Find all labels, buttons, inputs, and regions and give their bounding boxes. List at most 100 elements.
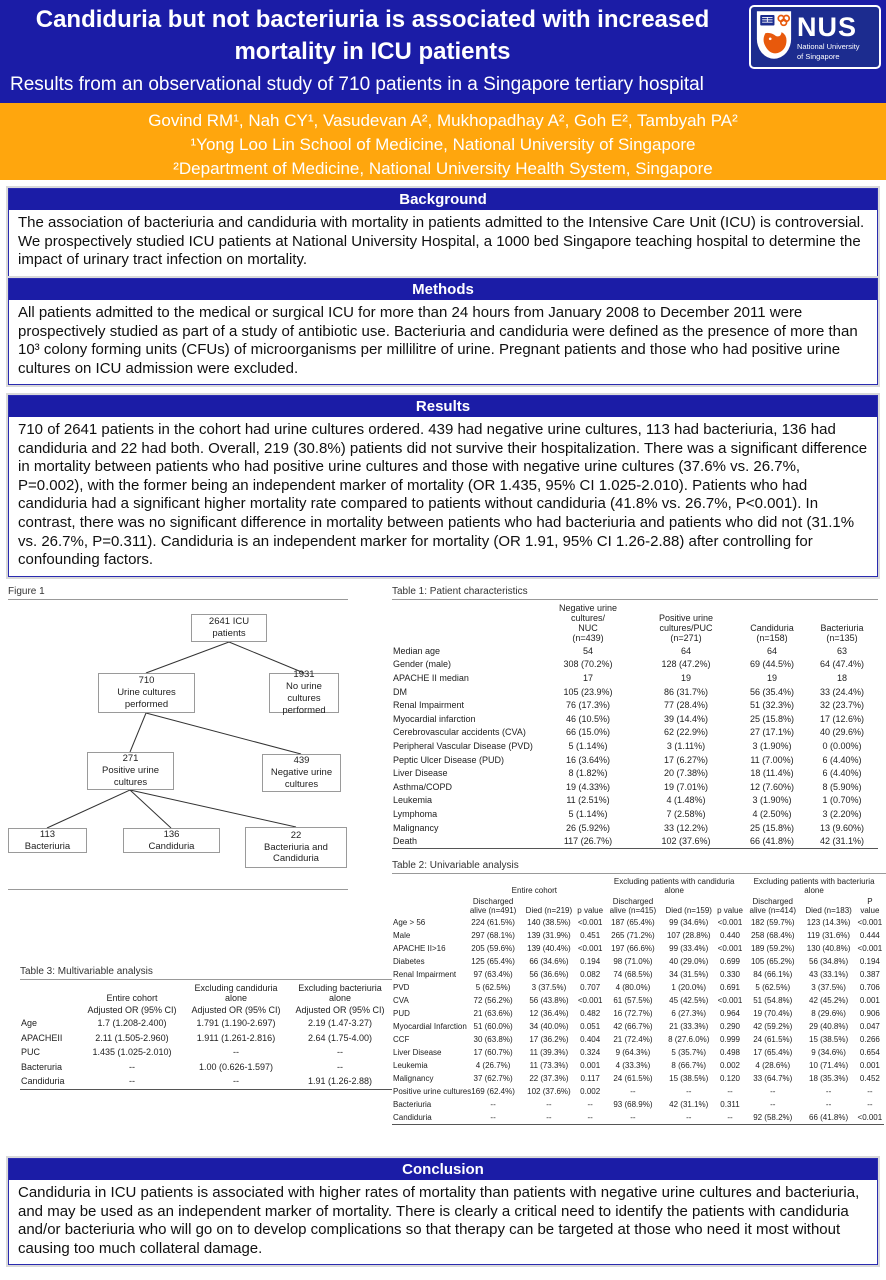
row-label: Renal Impairment [393, 970, 457, 979]
figure-bottom-rule [8, 889, 348, 890]
conclusion-body: Candiduria in ICU patients is associated… [18, 1184, 860, 1257]
table-cell: 69 (44.5%) [749, 659, 795, 670]
table-cell: 4 (28.6%) [755, 1061, 791, 1070]
table-cell: -- [337, 1061, 343, 1072]
table-cell: -- [587, 1100, 593, 1109]
column-header: Positive urine cultures/PUC (n=271) [658, 613, 714, 643]
section-methods: Methods All patients admitted to the med… [8, 278, 878, 386]
column-header: Excluding candiduria alone [194, 983, 278, 1003]
table-1-caption: Table 1: Patient characteristics [392, 586, 528, 597]
table-cell: <0.001 [717, 918, 743, 927]
table-cell: 92 (58.2%) [753, 1113, 793, 1122]
table-row: Diabetes 125 (65.4%) 66 (34.6%) 0.194 98 (71… [392, 955, 884, 968]
nus-shield-icon [755, 9, 793, 66]
table-2-caption: Table 2: Univariable analysis [392, 860, 519, 871]
flow-node-negative-cultures: 439 Negative urine cultures [262, 754, 341, 792]
table-cell: 32 (23.7%) [819, 700, 865, 711]
table-cell: 12 (36.4%) [529, 1009, 569, 1018]
table-cell: 97 (63.4%) [473, 970, 513, 979]
row-label: Leukemia [393, 1061, 428, 1070]
table-cell: 25 (15.8%) [749, 822, 795, 833]
table-row: APACHE II>16 205 (59.6%) 139 (40.4%) <0.001… [392, 942, 884, 955]
table-cell: 5 (62.5%) [475, 983, 511, 992]
table-row: Peptic Ulcer Disease (PUD) 16 (3.64%) 17 (… [392, 753, 878, 767]
table-cell: -- [727, 1113, 733, 1122]
table-cell: 123 (14.3%) [806, 918, 851, 927]
table-cell: 16 (3.64%) [565, 754, 611, 765]
table-cell: -- [129, 1076, 135, 1087]
table-row: APACHE II median 17 19 19 18 [392, 671, 878, 685]
table-2-container: Table 2: Univariable analysis Entire coh… [392, 860, 886, 1125]
table-row: Malignancy 26 (5.92%) 33 (12.2%) 25 (15.8%)… [392, 821, 878, 835]
table-cell: 3 (1.90%) [752, 740, 792, 751]
table-cell: 93 (68.9%) [613, 1100, 653, 1109]
table-cell: 17 (60.7%) [473, 1048, 513, 1057]
table-cell: 30 (63.8%) [473, 1035, 513, 1044]
table-row: Leukemia 11 (2.51%) 4 (1.48%) 3 (1.90%) 1 (0… [392, 794, 878, 808]
table-cell: 72 (56.2%) [473, 996, 513, 1005]
table-cell: 66 (41.8%) [809, 1113, 849, 1122]
table-row: DM 105 (23.9%) 86 (31.7%) 56 (35.4%) 33 (24.… [392, 685, 878, 699]
row-label: Age [21, 1018, 38, 1029]
table-cell: 0.051 [580, 1022, 601, 1031]
table-cell: 1 (0.70%) [822, 795, 862, 806]
figure-caption: Figure 1 [8, 586, 45, 597]
row-label: Death [393, 836, 418, 847]
table-cell: 4 (80.0%) [615, 983, 651, 992]
table-cell: 56 (34.8%) [809, 957, 849, 966]
row-label: Bacteruria [21, 1061, 63, 1072]
table-row: PVD 5 (62.5%) 3 (37.5%) 0.707 4 (80.0%) 1 (20… [392, 981, 884, 994]
table-cell: 105 (65.2%) [750, 957, 795, 966]
row-label: PUC [21, 1047, 41, 1058]
table-cell: 2.19 (1.47-3.27) [307, 1018, 373, 1029]
table-row: CCF 30 (63.8%) 17 (36.2%) 0.404 21 (72.4%) 8 … [392, 1033, 884, 1046]
table-cell: 12 (7.60%) [749, 781, 795, 792]
table-cell: -- [490, 1100, 496, 1109]
univariable-analysis-table: Entire cohort Excluding patients with can… [392, 876, 884, 1125]
column-header: Candiduria (n=158) [750, 623, 794, 643]
table-cell: 99 (34.6%) [669, 918, 709, 927]
flowchart-lines [46, 641, 305, 829]
table-cell: 3 (37.5%) [531, 983, 567, 992]
row-label: Renal Impairment [393, 700, 465, 711]
table-cell: 33 (64.7%) [753, 1074, 793, 1083]
table-row: Gender (male) 308 (70.2%) 128 (47.2%) 69 (4… [392, 658, 878, 672]
table-cell: 0.001 [580, 1061, 601, 1070]
header-banner: Candiduria but not bacteriuria is associ… [0, 0, 886, 103]
table-cell: 1.435 (1.025-2.010) [92, 1047, 172, 1058]
table-cell: -- [233, 1076, 239, 1087]
column-header: Adjusted OR (95% CI) [295, 1005, 385, 1015]
table-cell: 24 (61.5%) [753, 1035, 793, 1044]
table-cell: 64 [766, 645, 777, 656]
table-cell: 0.452 [859, 1074, 880, 1083]
author-line: Govind RM¹, Nah CY¹, Vasudevan A², Mukho… [148, 111, 738, 130]
row-label: CCF [393, 1035, 410, 1044]
table-cell: -- [129, 1061, 135, 1072]
row-label: Gender (male) [393, 659, 452, 670]
table-cell: 107 (28.8%) [666, 931, 711, 940]
table-cell: 0.482 [580, 1009, 601, 1018]
table-cell: 17 (12.6%) [819, 713, 865, 724]
table-cell: 18 (11.4%) [750, 768, 794, 779]
table-cell: 17 (36.2%) [529, 1035, 569, 1044]
row-label: Leukemia [393, 795, 433, 806]
table-header-row: Entire cohort Excluding candiduria alone E… [20, 982, 392, 1004]
column-header [20, 982, 80, 1004]
table-row: PUD 21 (63.6%) 12 (36.4%) 0.482 16 (72.7%) 6 … [392, 1007, 884, 1020]
table-cell: 0.906 [859, 1009, 880, 1018]
table-cell: 15 (38.5%) [809, 1035, 849, 1044]
table-cell: -- [770, 1087, 776, 1096]
table-cell: 43 (33.1%) [809, 970, 849, 979]
table-cell: -- [337, 1047, 343, 1058]
table-cell: 42 (66.7%) [613, 1022, 653, 1031]
methods-heading: Methods [9, 279, 877, 300]
table-cell: 11 (2.51%) [566, 795, 610, 806]
table-cell: 0.440 [719, 931, 741, 940]
table-cell: 24 (61.5%) [613, 1074, 653, 1083]
table-cell: 2.11 (1.505-2.960) [95, 1032, 169, 1043]
table-cell: -- [825, 1100, 832, 1109]
table-cell: 3 (1.11%) [666, 740, 706, 751]
table-cell: -- [686, 1087, 692, 1096]
table-row: Male 297 (68.1%) 139 (31.9%) 0.451 265 (71.2… [392, 929, 884, 942]
column-header [392, 876, 464, 896]
